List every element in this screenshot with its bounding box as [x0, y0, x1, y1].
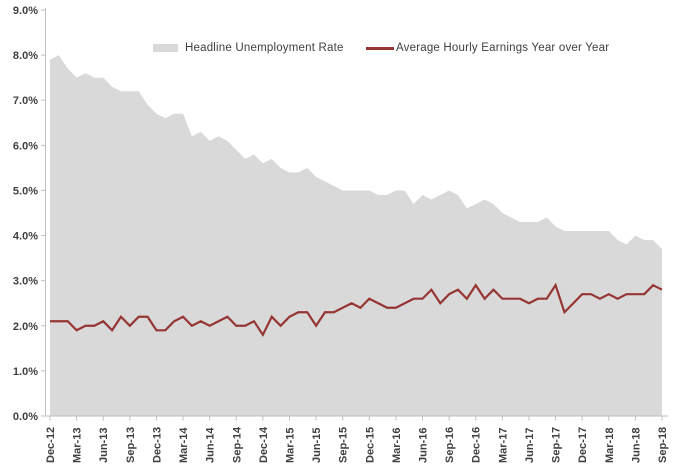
x-tick-label: Mar-16 [391, 428, 403, 463]
unemployment-area-series [50, 55, 662, 417]
y-tick-label: 8.0% [13, 50, 38, 62]
y-tick-label: 2.0% [13, 321, 38, 333]
x-tick-label: Dec-14 [258, 426, 270, 463]
x-tick-label: Sep-15 [338, 427, 350, 463]
x-tick-label: Mar-14 [178, 427, 190, 463]
earnings-line-series [50, 282, 663, 338]
x-tick-label: Mar-18 [604, 428, 616, 463]
y-tick-label: 7.0% [13, 95, 38, 107]
x-tick-label: Jun-17 [524, 428, 536, 463]
x-tick-label: Sep-17 [551, 427, 563, 463]
y-tick-label: 9.0% [13, 5, 38, 17]
x-tick-label: Sep-13 [125, 427, 137, 463]
y-tick-label: 6.0% [13, 140, 38, 152]
x-tick-label: Dec-15 [364, 427, 376, 463]
x-tick-label: Sep-16 [444, 427, 456, 463]
x-tick-label: Jun-14 [205, 427, 217, 463]
x-tick-label: Dec-17 [577, 427, 589, 463]
y-tick-label: 4.0% [13, 231, 38, 243]
x-tick-label: Mar-17 [497, 428, 509, 463]
y-tick-label: 0.0% [13, 411, 38, 423]
y-tick-label: 1.0% [13, 366, 38, 378]
x-tick-label: Dec-16 [471, 427, 483, 463]
x-tick-label: Sep-14 [231, 426, 243, 463]
x-tick-label: Jun-16 [418, 428, 430, 463]
x-tick-label: Mar-13 [72, 428, 84, 463]
x-tick-label: Sep-18 [657, 427, 669, 463]
y-tick-label: 5.0% [13, 185, 38, 197]
x-tick-label: Dec-13 [151, 427, 163, 463]
x-tick-label: Mar-15 [284, 428, 296, 463]
y-tick-label: 3.0% [13, 276, 38, 288]
x-tick-label: Jun-15 [311, 428, 323, 463]
x-tick-label: Jun-13 [98, 428, 110, 463]
x-tick-label: Dec-12 [45, 427, 57, 463]
x-tick-label: Jun-18 [630, 428, 642, 463]
